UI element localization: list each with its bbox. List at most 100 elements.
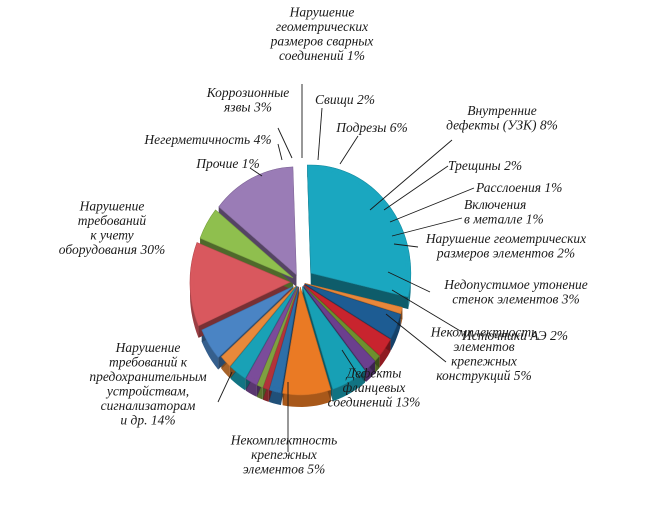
slice-label: Дефекты фланцевых соединений 13% — [328, 366, 421, 410]
slice-sheen — [205, 328, 222, 355]
slice-label-line: Источники АЭ 2% — [461, 328, 568, 343]
slice-label-line: геометрических — [276, 19, 368, 34]
slice-sheen — [259, 380, 264, 384]
slice-label-line: Нарушение — [79, 198, 145, 213]
slice-label-line: Нарушение геометрических — [425, 231, 586, 246]
slice-label-line: стенок элементов 3% — [452, 291, 579, 306]
slice-sheen — [271, 385, 282, 390]
slice-sheen — [221, 170, 293, 210]
slice-wall — [332, 370, 365, 402]
slice-label: Негерметичность 4% — [143, 132, 271, 147]
slice-label: Прочие 1% — [195, 156, 259, 171]
slice-label-line: предохранительным — [89, 369, 207, 384]
slice-label: Нарушение требований к учету оборудования 3… — [59, 198, 165, 257]
pie-slice — [303, 285, 380, 362]
pie-slice — [220, 285, 297, 367]
pie-slice — [268, 286, 300, 394]
slice-label: Свищи 2% — [315, 92, 375, 107]
slice-labels: Нарушение требований к учету оборудования 3… — [59, 4, 588, 476]
slice-sheen — [283, 385, 329, 392]
leader-line — [391, 217, 463, 237]
slice-label: Нарушение требований к предохранительным ус… — [89, 340, 207, 428]
slice-wall — [269, 390, 281, 406]
slice-label-line: Свищи 2% — [315, 92, 375, 107]
slice-sheen — [387, 313, 398, 336]
slice-sheen — [376, 337, 388, 353]
slice-label-line: Включения — [464, 197, 526, 212]
slice-label-line: крепежных — [251, 447, 317, 462]
slice-label: Недопустимое утонение стенок элементов 3% — [443, 277, 588, 307]
slice-label-line: в металле 1% — [464, 211, 544, 226]
slice-label-line: язвы 3% — [223, 99, 272, 114]
slice-label: Трещины 2% — [448, 158, 522, 173]
slice-label-line: Недопустимое утонение — [443, 277, 588, 292]
leader-line — [341, 349, 361, 379]
slice-label: Источники АЭ 2% — [461, 328, 568, 343]
slice-sheen — [224, 354, 233, 363]
slice-label-line: и др. 14% — [120, 412, 175, 427]
slice-label: Некомплектность элементов крепежных констру… — [430, 324, 538, 383]
pie-slice — [303, 284, 391, 356]
slice-label: Расслоения 1% — [475, 180, 562, 195]
pie-slice — [245, 286, 298, 386]
pie-slice — [303, 285, 376, 371]
slice-label: Включения в металле 1% — [464, 197, 544, 227]
slice-label-line: соединений 1% — [279, 48, 365, 63]
pie-slice — [199, 209, 294, 279]
slice-label-line: Нарушение — [289, 4, 355, 19]
leader-line — [317, 107, 323, 161]
pie-slices — [189, 164, 412, 407]
pie-slice — [304, 283, 403, 315]
slice-sheen — [363, 358, 372, 367]
slice-label-line: Дефекты — [345, 366, 402, 381]
slice-label-line: крепежных — [451, 353, 517, 368]
slice-label-line: Расслоения 1% — [475, 180, 562, 195]
slice-label: Коррозионные язвы 3% — [206, 85, 290, 115]
pie-slice — [282, 286, 332, 396]
slice-sheen — [248, 375, 258, 382]
slice-label: Нарушение геометрических размеров сварных с… — [270, 4, 374, 63]
slice-label-line: Подрезы 6% — [335, 120, 408, 135]
leader-line — [383, 165, 449, 211]
pie-slice — [304, 283, 401, 339]
slice-label-line: Некомплектность — [230, 433, 338, 448]
slice-label-line: сигнализаторам — [101, 398, 196, 413]
slice-label-line: размеров сварных — [270, 33, 374, 48]
leader-line — [389, 187, 475, 223]
pie-slice — [256, 286, 299, 388]
leader-line — [391, 289, 463, 333]
slice-label-line: Некомплектность — [430, 324, 538, 339]
slice-sheen — [203, 212, 219, 240]
slice-label-line: Нарушение — [115, 340, 181, 355]
leader-line — [385, 313, 447, 363]
slice-wall — [282, 389, 331, 407]
pie-slice — [306, 164, 412, 298]
leader-line — [277, 127, 293, 159]
slice-label-line: Прочие 1% — [195, 156, 259, 171]
slice-label: Некомплектность крепежных элементов 5% — [230, 433, 338, 477]
slice-label-line: элементов — [453, 339, 514, 354]
pie-slice — [262, 286, 299, 391]
pie-slice — [201, 286, 294, 359]
slice-edge — [310, 273, 409, 310]
slice-label-line: устройствам, — [105, 383, 189, 398]
pie-slice — [189, 242, 291, 327]
slice-sheen — [308, 168, 408, 296]
slice-label-line: дефекты (УЗК) 8% — [446, 117, 558, 132]
slice-label: Подрезы 6% — [335, 120, 408, 135]
leader-line — [369, 139, 453, 211]
slice-label-line: оборудования 30% — [59, 242, 165, 257]
slice-label-line: требований — [78, 213, 147, 228]
leader-lines — [217, 84, 475, 452]
slice-label-line: элементов 5% — [243, 462, 326, 477]
slice-label-line: Внутренние — [467, 103, 537, 118]
pie-slice — [302, 286, 366, 390]
slice-label-line: Негерметичность 4% — [143, 132, 271, 147]
leader-line — [217, 371, 233, 403]
slice-label-line: размеров элементов 2% — [436, 245, 575, 260]
slice-label-line: Трещины 2% — [448, 158, 522, 173]
slice-sheen — [332, 367, 363, 386]
slice-sheen — [372, 353, 377, 358]
pie-slice — [218, 166, 297, 276]
slice-sheen — [233, 363, 247, 375]
